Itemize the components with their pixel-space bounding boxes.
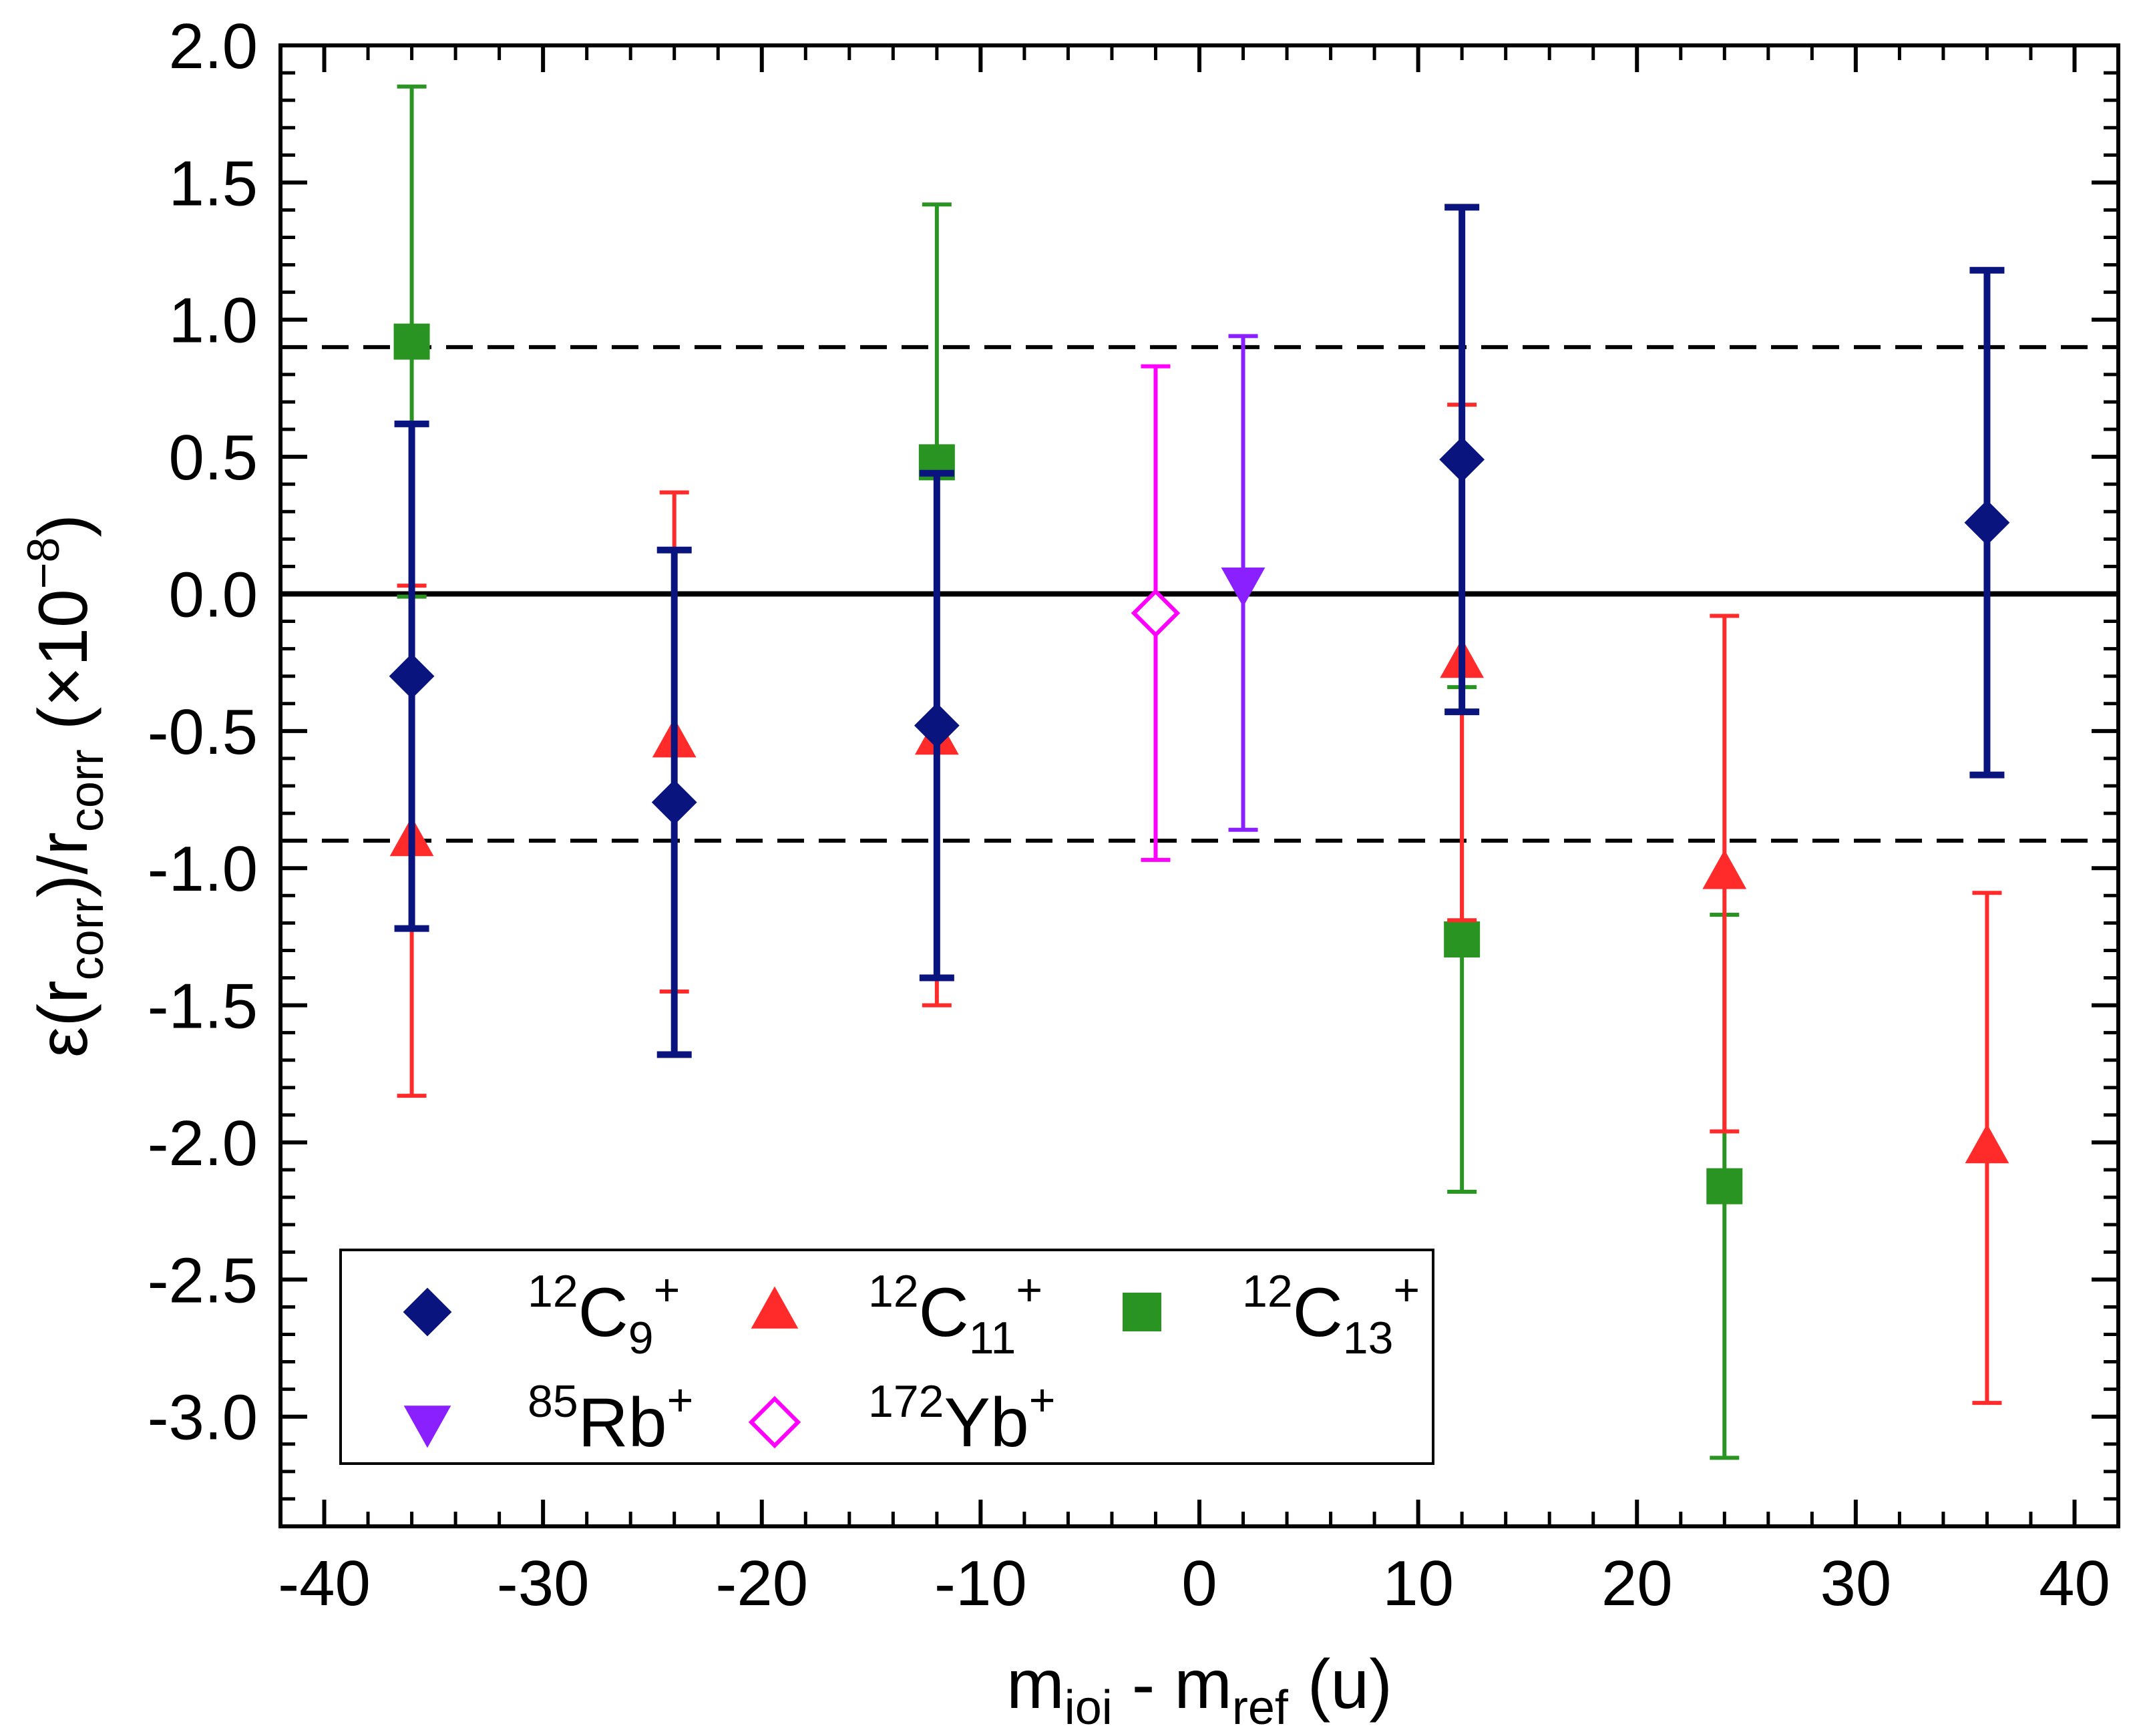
y-tick-label: 1.0 <box>169 285 258 357</box>
legend-marker <box>403 1287 452 1337</box>
data-series <box>389 84 2010 1460</box>
x-axis-label: mioi - mref (u) <box>1006 1646 1392 1735</box>
legend-marker <box>1123 1293 1161 1331</box>
data-point <box>1702 849 1747 889</box>
legend-item-12c11plus: 12C11+ <box>751 1265 1042 1363</box>
legend-marker <box>751 1286 799 1329</box>
data-point <box>1131 588 1181 638</box>
series-85rbplus <box>1221 334 1266 832</box>
y-tick-label: -0.5 <box>148 696 258 768</box>
y-axis-label: ε(rcorr)/rcorr (×10−8) <box>18 514 114 1058</box>
y-tick-label: -2.0 <box>148 1108 258 1179</box>
data-point <box>389 653 435 699</box>
legend-label: 12C13+ <box>1242 1265 1420 1363</box>
legend-item-172ybplus: 172Yb+ <box>748 1375 1055 1462</box>
data-point <box>1221 567 1266 607</box>
legend-label: 172Yb+ <box>868 1375 1055 1462</box>
legend-item-12c9plus: 12C9+ <box>403 1265 680 1363</box>
legend-marker <box>403 1405 451 1448</box>
data-point <box>1439 437 1485 483</box>
axes: -40 -30 -20 -10 0 10 20 30 40 2.0 1.5 1.0 0.5 0.0 -0.5… <box>18 11 2120 1735</box>
data-point <box>1964 499 2010 546</box>
legend-item-12c13plus: 12C13+ <box>1123 1265 1420 1363</box>
x-tick-label: 20 <box>1601 1548 1673 1619</box>
x-tick-label: -40 <box>278 1548 371 1619</box>
data-point <box>914 702 960 748</box>
legend-box <box>339 1249 1434 1465</box>
data-point <box>1706 1168 1743 1205</box>
data-point <box>1965 1124 2009 1164</box>
y-tick-label: -3.0 <box>148 1382 258 1454</box>
legend-label: 12C11+ <box>868 1265 1042 1363</box>
x-tick-label: 30 <box>1820 1548 1891 1619</box>
y-tick-label: 2.0 <box>169 11 258 82</box>
y-tick-label: 0.0 <box>169 559 258 630</box>
data-point <box>1444 921 1481 958</box>
reference-lines <box>280 345 2118 843</box>
legend-item-85rbplus: 85Rb+ <box>403 1375 693 1462</box>
y-tick-label: -1.0 <box>148 833 258 905</box>
y-tick-label: -2.5 <box>148 1245 258 1316</box>
legend-label: 12C9+ <box>528 1265 680 1363</box>
x-tick-label: 0 <box>1181 1548 1217 1619</box>
legend-label: 85Rb+ <box>528 1375 693 1462</box>
data-point <box>651 779 697 825</box>
series-172ybplus <box>1131 364 1181 862</box>
x-tick-label: 40 <box>2039 1548 2110 1619</box>
data-point <box>393 323 430 360</box>
y-tick-label: 1.5 <box>169 148 258 219</box>
legend: 12C9+ 12C11+ 12C13+ 85Rb+ 172Yb+ <box>339 1249 1434 1465</box>
x-tick-label: -30 <box>497 1548 590 1619</box>
series-12c9plus <box>389 204 2010 1058</box>
x-tick-label: 10 <box>1382 1548 1454 1619</box>
y-tick-label: 0.5 <box>169 422 258 493</box>
x-tick-label: -20 <box>715 1548 808 1619</box>
x-tick-label: -10 <box>934 1548 1027 1619</box>
legend-marker <box>748 1395 801 1449</box>
y-tick-label: -1.5 <box>148 971 258 1042</box>
